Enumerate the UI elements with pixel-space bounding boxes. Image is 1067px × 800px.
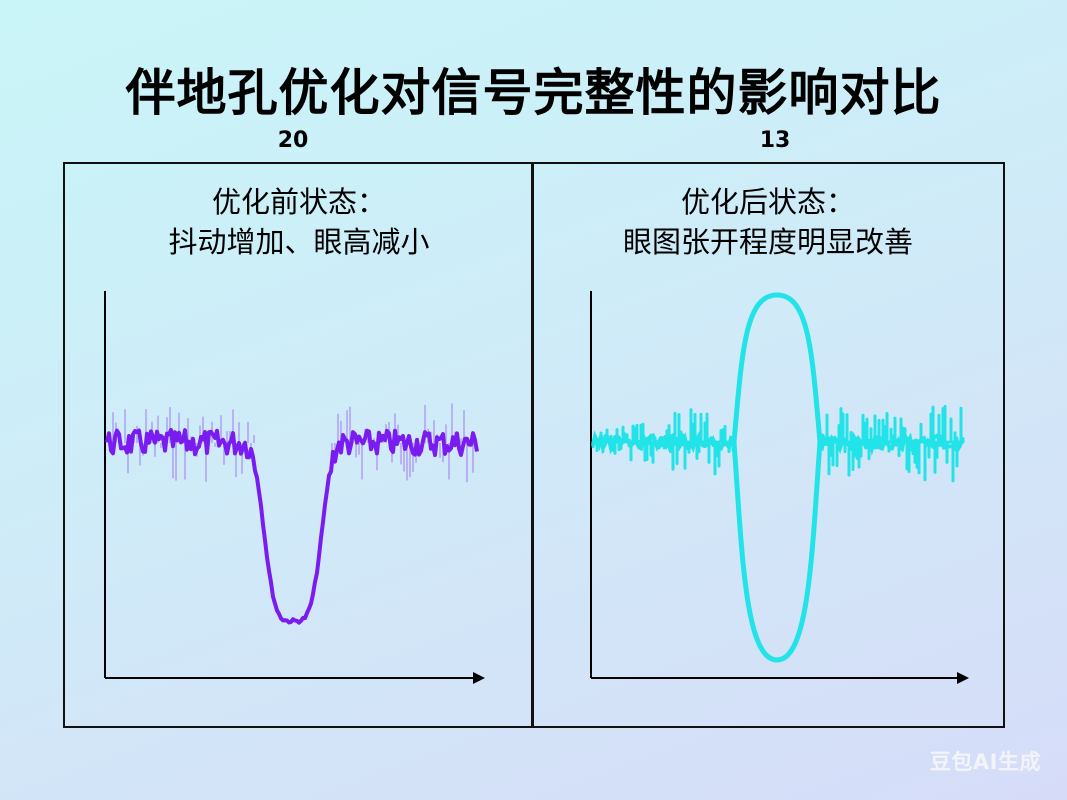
before-heading-line1: 优化前状态： <box>211 185 386 219</box>
after-panel-heading: 优化后状态： 眼图张开程度明显改善 <box>535 182 1001 262</box>
comparison-frame <box>63 162 1005 728</box>
before-axes <box>104 291 485 684</box>
before-heading-line2: 抖动增加、眼高减小 <box>168 225 430 259</box>
before-signal-trace <box>105 403 479 625</box>
x-axis-arrow-icon <box>473 672 485 684</box>
after-signal-chart <box>590 291 969 684</box>
eye-diagram-opening <box>731 292 823 663</box>
before-panel-heading: 优化前状态： 抖动增加、眼高减小 <box>66 182 532 262</box>
panel-number-right: 13 <box>759 128 791 153</box>
panel-divider <box>531 162 534 726</box>
before-signal-chart <box>104 291 485 684</box>
after-axes <box>590 291 969 684</box>
after-signal-trace <box>591 292 965 663</box>
page-title: 伴地孔优化对信号完整性的影响对比 <box>125 64 942 122</box>
x-axis-arrow-icon <box>957 672 969 684</box>
panel-number-left: 20 <box>277 128 309 153</box>
watermark: 豆包AI生成 <box>929 750 1041 774</box>
after-heading-line1: 优化后状态： <box>680 185 855 219</box>
after-heading-line2: 眼图张开程度明显改善 <box>622 225 913 259</box>
